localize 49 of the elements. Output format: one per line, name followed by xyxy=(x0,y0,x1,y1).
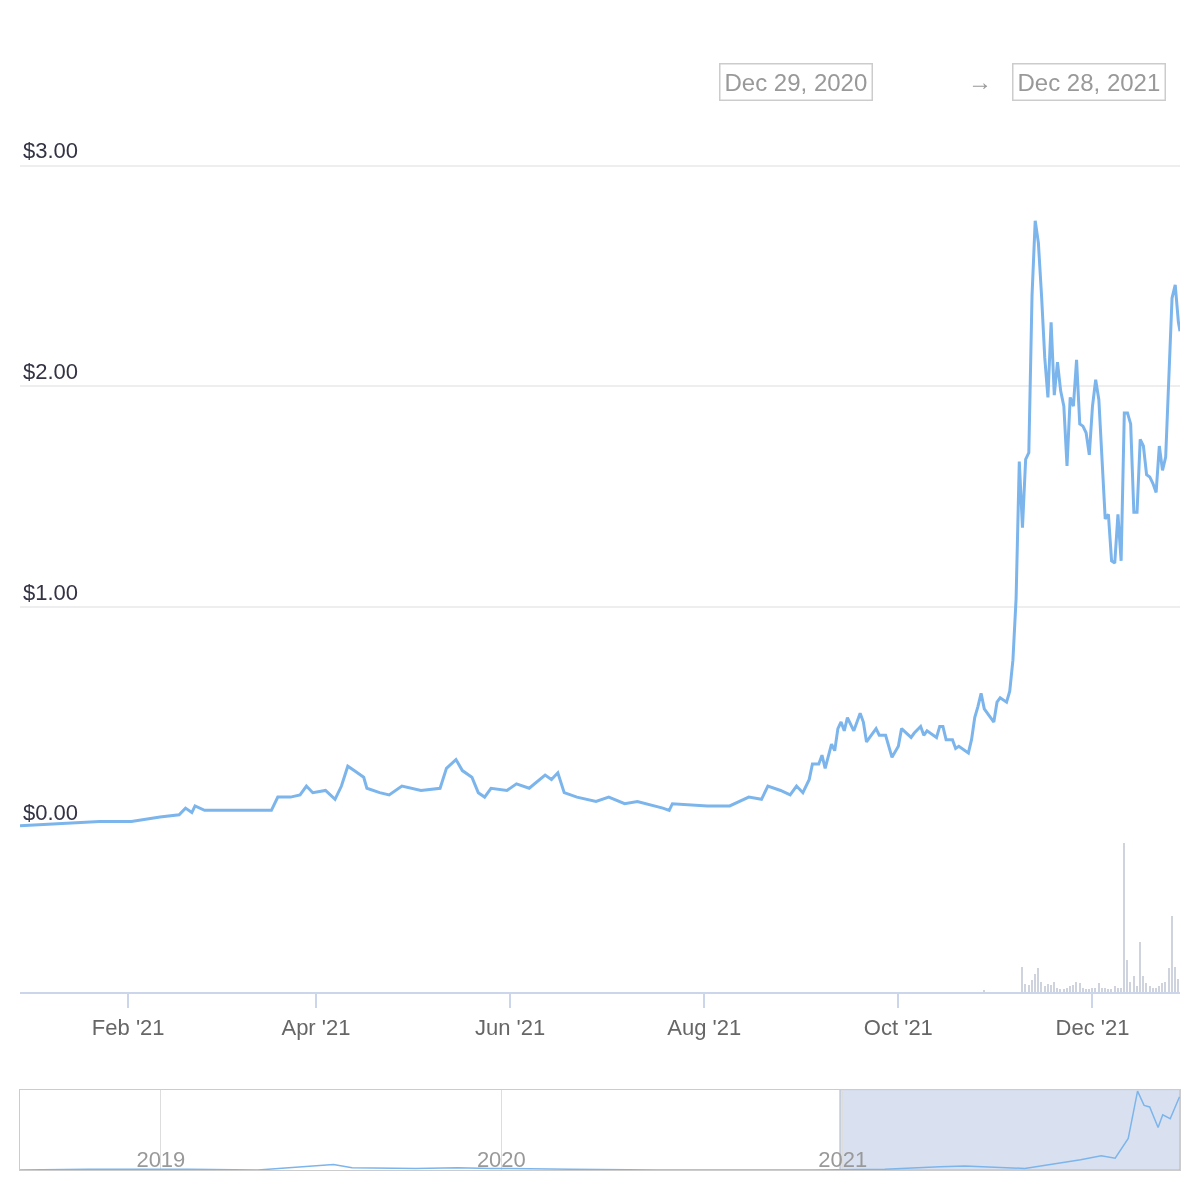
x-tick-label: 2020 xyxy=(476,1147,526,1172)
x-tick-label: 2021 xyxy=(818,1147,868,1172)
bar xyxy=(1164,982,1166,992)
bar xyxy=(1063,989,1065,992)
bar xyxy=(1091,988,1093,992)
annotation: Dec 29, 2020 xyxy=(724,68,868,96)
bar xyxy=(1072,985,1074,992)
bar xyxy=(1161,983,1163,992)
bar xyxy=(1114,986,1116,992)
y-tick-label: $2.00 xyxy=(23,358,79,384)
bar xyxy=(1158,986,1160,992)
x-tick-label: 2019 xyxy=(136,1147,186,1172)
bar xyxy=(1098,983,1100,992)
bar xyxy=(1069,986,1071,992)
y-tick-label: $0.00 xyxy=(23,800,79,826)
x-tick-label: Feb '21 xyxy=(91,1014,165,1040)
bar xyxy=(1059,989,1061,992)
bar xyxy=(1050,985,1052,992)
x-tick-label: Jun '21 xyxy=(474,1014,546,1040)
bar xyxy=(1152,988,1154,992)
bar xyxy=(1171,916,1173,992)
x-tick-label: Oct '21 xyxy=(863,1014,933,1040)
bar xyxy=(1104,988,1106,992)
bar xyxy=(1066,988,1068,992)
bar xyxy=(1021,967,1023,992)
bar xyxy=(1123,843,1125,992)
bar xyxy=(1037,968,1039,992)
bar xyxy=(1110,989,1112,992)
bar xyxy=(1107,989,1109,992)
bar xyxy=(1139,942,1141,992)
bar xyxy=(1088,989,1090,992)
x-tick-label: Apr '21 xyxy=(281,1014,351,1040)
y-tick-label: $1.00 xyxy=(23,579,79,605)
bar xyxy=(1133,976,1135,992)
bar xyxy=(1047,984,1049,992)
bar xyxy=(1094,988,1096,992)
bar xyxy=(1117,988,1119,992)
bar xyxy=(1044,986,1046,992)
bar xyxy=(1053,982,1055,992)
x-tick-label: Dec '21 xyxy=(1055,1014,1130,1040)
annotation: Dec 28, 2021 xyxy=(1017,68,1161,96)
bar xyxy=(1085,989,1087,992)
x-tick-label: Aug '21 xyxy=(667,1014,742,1040)
annotation: → xyxy=(968,68,992,95)
y-tick-label: $3.00 xyxy=(23,137,79,163)
bar xyxy=(1079,983,1081,992)
bar xyxy=(1149,986,1151,992)
bar xyxy=(1075,982,1077,992)
bar xyxy=(1155,988,1157,992)
